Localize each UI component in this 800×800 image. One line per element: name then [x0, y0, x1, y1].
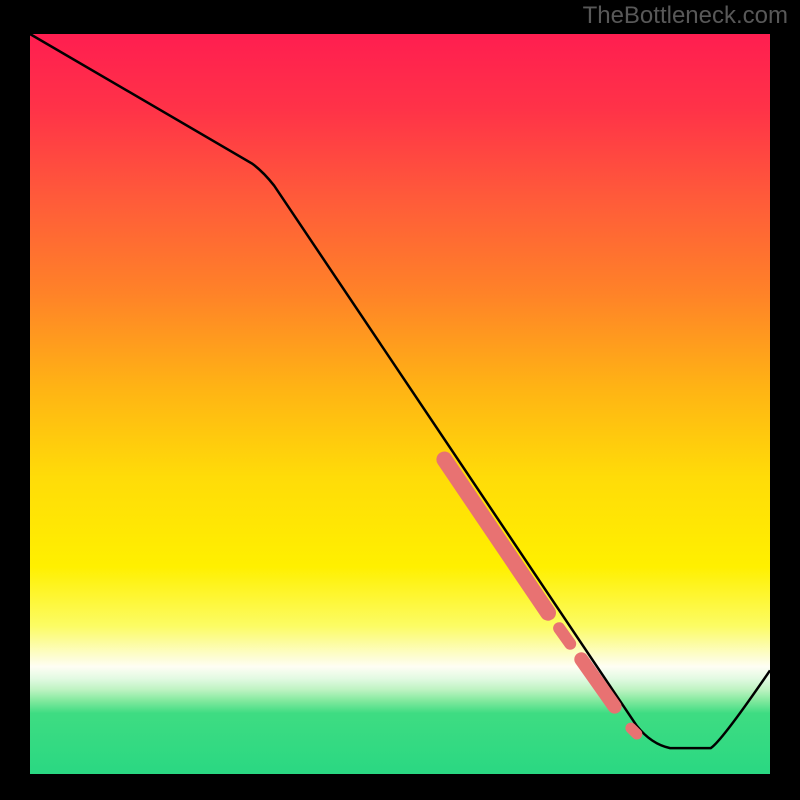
- gradient-background: [30, 34, 770, 774]
- bottleneck-chart: [30, 30, 774, 774]
- watermark-text: TheBottleneck.com: [583, 2, 788, 30]
- overlay-segment: [631, 728, 637, 734]
- chart-svg: [30, 34, 770, 774]
